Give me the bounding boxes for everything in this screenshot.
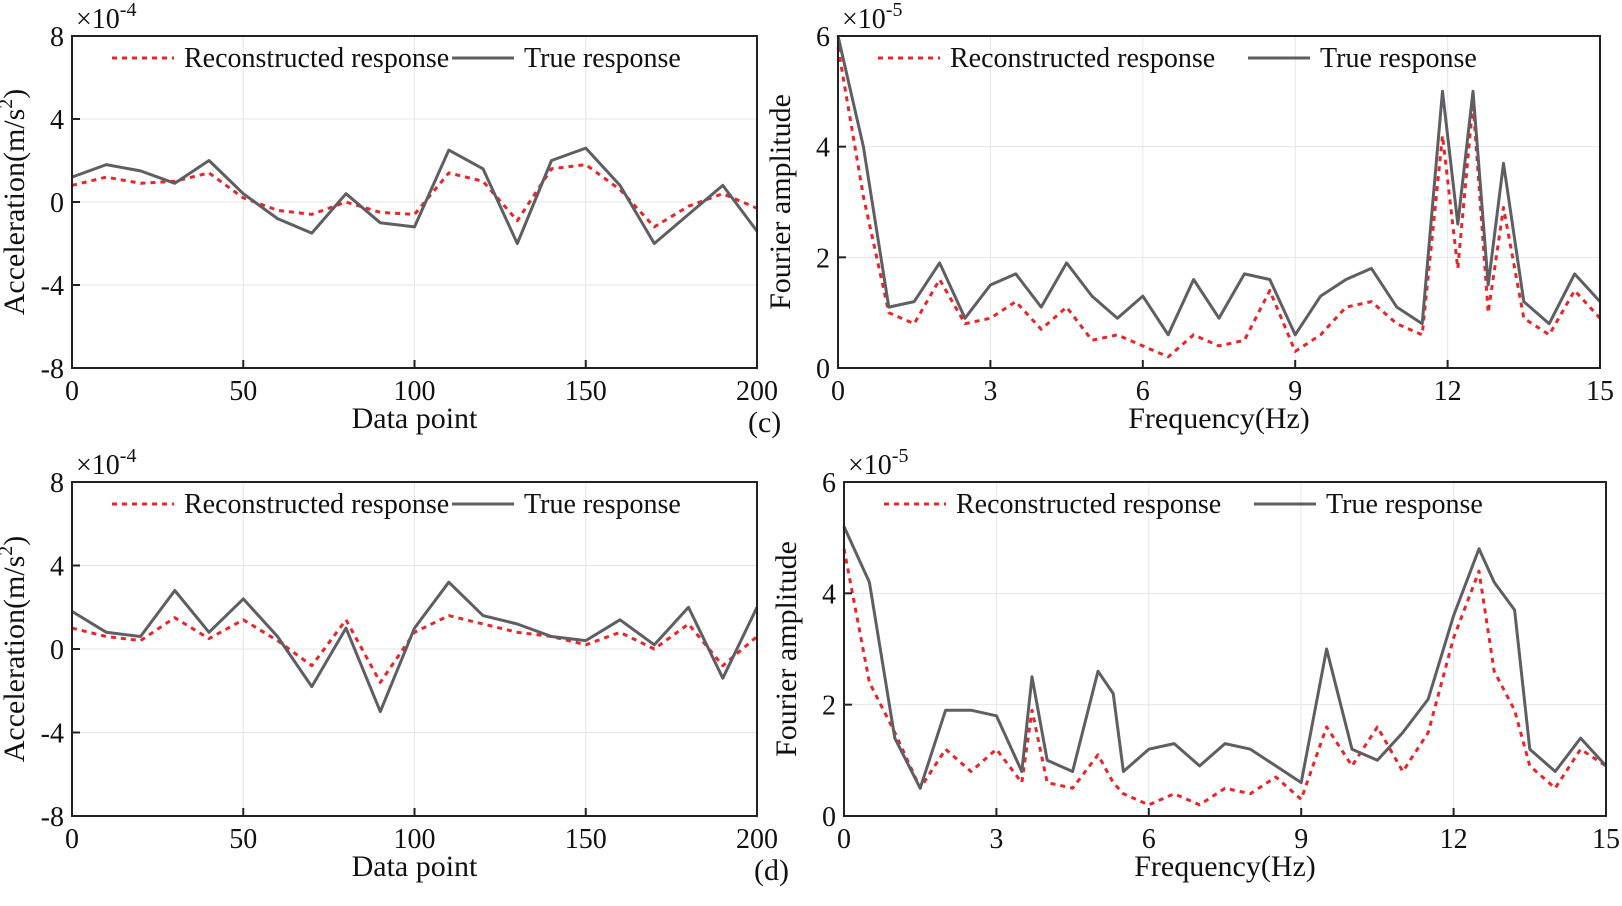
panel-b: 0 50 100 150 200 -8 -4 0 4 8 ×10-4 Data point Accele… [0, 445, 778, 883]
y-tick-label: 0 [50, 188, 64, 219]
legend-label-reconstructed: Reconstructed response [956, 489, 1221, 520]
x-tick-label: 6 [1142, 824, 1156, 855]
series-line-reconstructed [71, 614, 758, 684]
y-tick-label: 0 [822, 802, 836, 833]
x-axis-label: Frequency(Hz) [1128, 402, 1310, 435]
axis-multiplier-exponent: -4 [120, 0, 137, 21]
x-axis-label: Frequency(Hz) [1134, 850, 1316, 883]
axis-multiplier: ×10-5 [848, 445, 908, 481]
x-tick-label: 0 [65, 376, 79, 407]
y-tick-label: -8 [41, 802, 64, 833]
x-tick-label: 150 [565, 376, 607, 407]
y-tick-label: 2 [816, 243, 830, 274]
x-tick-label: 9 [1288, 376, 1302, 407]
y-tick-label: -8 [41, 354, 64, 385]
legend-label-reconstructed: Reconstructed response [184, 489, 449, 520]
panel-c: 0 3 6 9 12 15 0 2 4 6 ×10-5 Frequency(Hz) Fourier am… [748, 0, 1614, 439]
y-axis-label: Fourier amplitude [770, 541, 803, 757]
series-line-true [71, 146, 759, 245]
legend-label-true: True response [524, 489, 681, 520]
series-line-true [842, 525, 1608, 790]
y-axis-label: Fourier amplitude [764, 94, 797, 310]
axes-frame [837, 35, 1601, 369]
x-axis-label: Data point [352, 850, 478, 883]
y-tick-label: 0 [50, 635, 64, 666]
y-tick-label: 2 [822, 691, 836, 722]
legend-label-reconstructed: Reconstructed response [184, 43, 449, 74]
series-line-true [836, 35, 1602, 337]
axis-multiplier: ×10-5 [842, 0, 902, 35]
x-axis-label: Data point [352, 402, 478, 435]
y-tick-label: 6 [822, 468, 836, 499]
x-tick-label: 100 [394, 376, 436, 407]
x-tick-label: 100 [394, 824, 436, 855]
axis-multiplier-exponent: -5 [892, 445, 909, 467]
y-axis-label-end: ) [0, 89, 31, 99]
y-tick-label: 4 [50, 552, 64, 583]
legend-label-true: True response [1320, 43, 1477, 74]
y-tick-label: 8 [50, 468, 64, 499]
panel-label: (c) [748, 406, 781, 439]
axis-multiplier: ×10-4 [76, 0, 136, 35]
x-tick-label: 3 [983, 376, 997, 407]
y-tick-label: -4 [41, 271, 64, 302]
legend-label-true: True response [1326, 489, 1483, 520]
panel-a: 0 50 100 150 200 -8 -4 0 4 8 ×10-4 Data point Accele… [0, 0, 778, 435]
panel-label: (d) [754, 854, 789, 887]
x-tick-label: 3 [989, 824, 1003, 855]
x-tick-label: 0 [831, 376, 845, 407]
y-axis-label-sup: 2 [0, 546, 17, 556]
series-line-true [71, 580, 759, 714]
y-tick-label: 6 [816, 22, 830, 53]
x-tick-label: 15 [1586, 376, 1614, 407]
y-tick-label: -4 [41, 719, 64, 750]
series-line-reconstructed [836, 46, 1602, 359]
x-tick-label: 9 [1294, 824, 1308, 855]
axis-multiplier-exponent: -4 [120, 445, 137, 467]
x-tick-label: 200 [736, 376, 778, 407]
y-tick-label: 0 [816, 354, 830, 385]
x-tick-label: 50 [229, 824, 257, 855]
x-tick-label: 0 [837, 824, 851, 855]
y-tick-label: 8 [50, 22, 64, 53]
x-tick-label: 50 [229, 376, 257, 407]
x-tick-label: 6 [1136, 376, 1150, 407]
axes-frame [843, 481, 1607, 817]
y-axis-label: Acceleration(m/s2) [0, 536, 31, 763]
legend-label-reconstructed: Reconstructed response [950, 43, 1215, 74]
axis-multiplier: ×10-4 [76, 445, 136, 481]
y-tick-label: 4 [50, 105, 64, 136]
grid [71, 35, 758, 369]
series-line-reconstructed [842, 548, 1607, 807]
y-axis-label-sup: 2 [0, 99, 17, 109]
y-axis-label: Acceleration(m/s2) [0, 89, 31, 316]
x-tick-label: 0 [65, 824, 79, 855]
x-tick-label: 12 [1440, 824, 1468, 855]
panel-d: 0 3 6 9 12 15 0 2 4 6 ×10-5 Frequency(Hz) Fourier am… [754, 445, 1620, 887]
x-tick-label: 15 [1592, 824, 1620, 855]
x-tick-label: 200 [736, 824, 778, 855]
y-axis-label-end: ) [0, 536, 31, 546]
x-tick-label: 12 [1434, 376, 1462, 407]
legend-label-true: True response [524, 43, 681, 74]
axis-multiplier-exponent: -5 [886, 0, 903, 21]
y-tick-label: 4 [822, 579, 836, 610]
y-tick-label: 4 [816, 133, 830, 164]
x-tick-label: 150 [565, 824, 607, 855]
series-line-reconstructed [71, 163, 758, 229]
